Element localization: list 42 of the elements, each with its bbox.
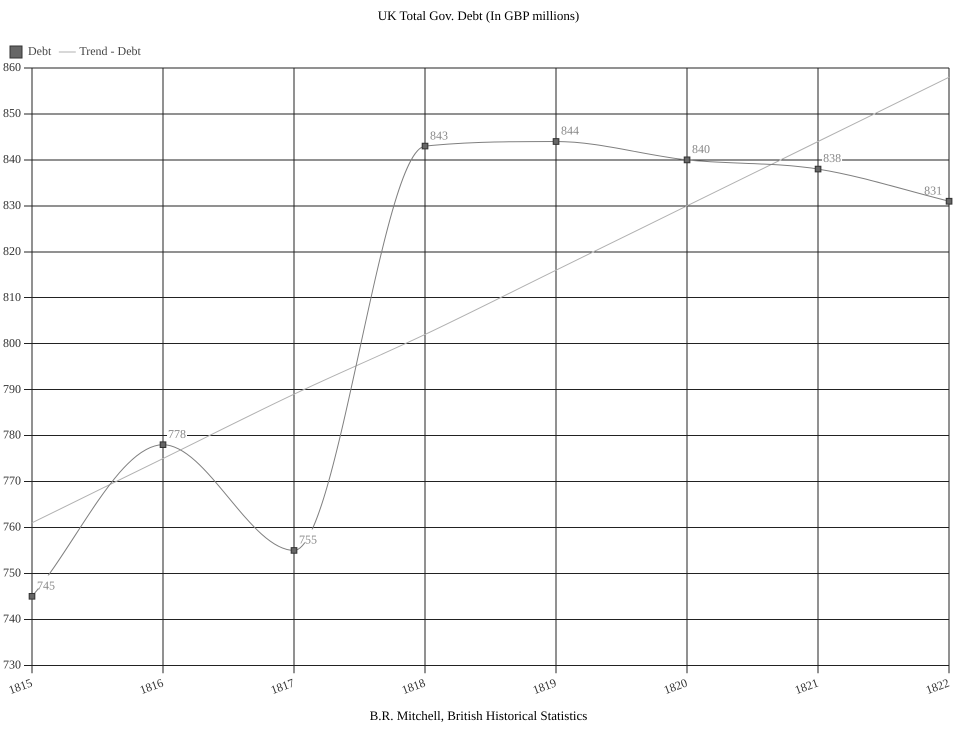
y-tick-label: 850 bbox=[3, 106, 21, 120]
point bbox=[422, 142, 428, 150]
x-tick-label: 1822 bbox=[924, 676, 952, 698]
y-tick-label: 780 bbox=[3, 428, 21, 442]
point bbox=[684, 156, 690, 164]
point bbox=[290, 547, 298, 554]
y-tick-label: 820 bbox=[3, 244, 21, 258]
point bbox=[552, 138, 560, 145]
data-label: 778 bbox=[168, 426, 186, 441]
legend-label: Debt bbox=[28, 44, 52, 58]
data-label: 755 bbox=[299, 532, 318, 547]
data-label: 844 bbox=[561, 124, 580, 138]
y-tick-label: 770 bbox=[3, 474, 21, 488]
x-tick-label: 1817 bbox=[268, 676, 296, 698]
legend-label: Trend - Debt bbox=[79, 44, 142, 58]
y-tick-label: 800 bbox=[3, 336, 21, 350]
data-label: 840 bbox=[692, 142, 710, 156]
x-tick-label: 1816 bbox=[138, 676, 166, 698]
x-tick-label: 1821 bbox=[792, 676, 820, 698]
y-tick-label: 790 bbox=[3, 382, 21, 396]
y-tick-label: 750 bbox=[3, 566, 21, 580]
y-tick-label: 730 bbox=[3, 657, 21, 672]
y-tick-label: 810 bbox=[3, 290, 21, 304]
data-label: 843 bbox=[430, 128, 448, 142]
x-tick-label: 1818 bbox=[400, 676, 428, 698]
y-tick-label: 740 bbox=[3, 611, 21, 626]
point bbox=[160, 441, 166, 448]
point bbox=[28, 593, 36, 600]
y-tick-label: 840 bbox=[3, 152, 21, 166]
data-label: 745 bbox=[37, 578, 55, 592]
x-tick-label: 1815 bbox=[6, 676, 34, 698]
data-label: 831 bbox=[924, 183, 942, 198]
point bbox=[814, 166, 822, 172]
y-tick-label: 830 bbox=[3, 198, 21, 212]
text: B.R. Mitchell, British Historical Statistics bbox=[368, 708, 588, 724]
x-tick-label: 1819 bbox=[530, 676, 558, 698]
point bbox=[946, 198, 952, 205]
chart-title: UK Total Gov. Debt (In GBP millions) bbox=[376, 8, 580, 24]
x-tick-label: 1820 bbox=[662, 676, 690, 698]
y-tick-label: 860 bbox=[3, 60, 21, 74]
data-label: 838 bbox=[823, 151, 842, 166]
y-tick-label: 760 bbox=[3, 520, 21, 534]
